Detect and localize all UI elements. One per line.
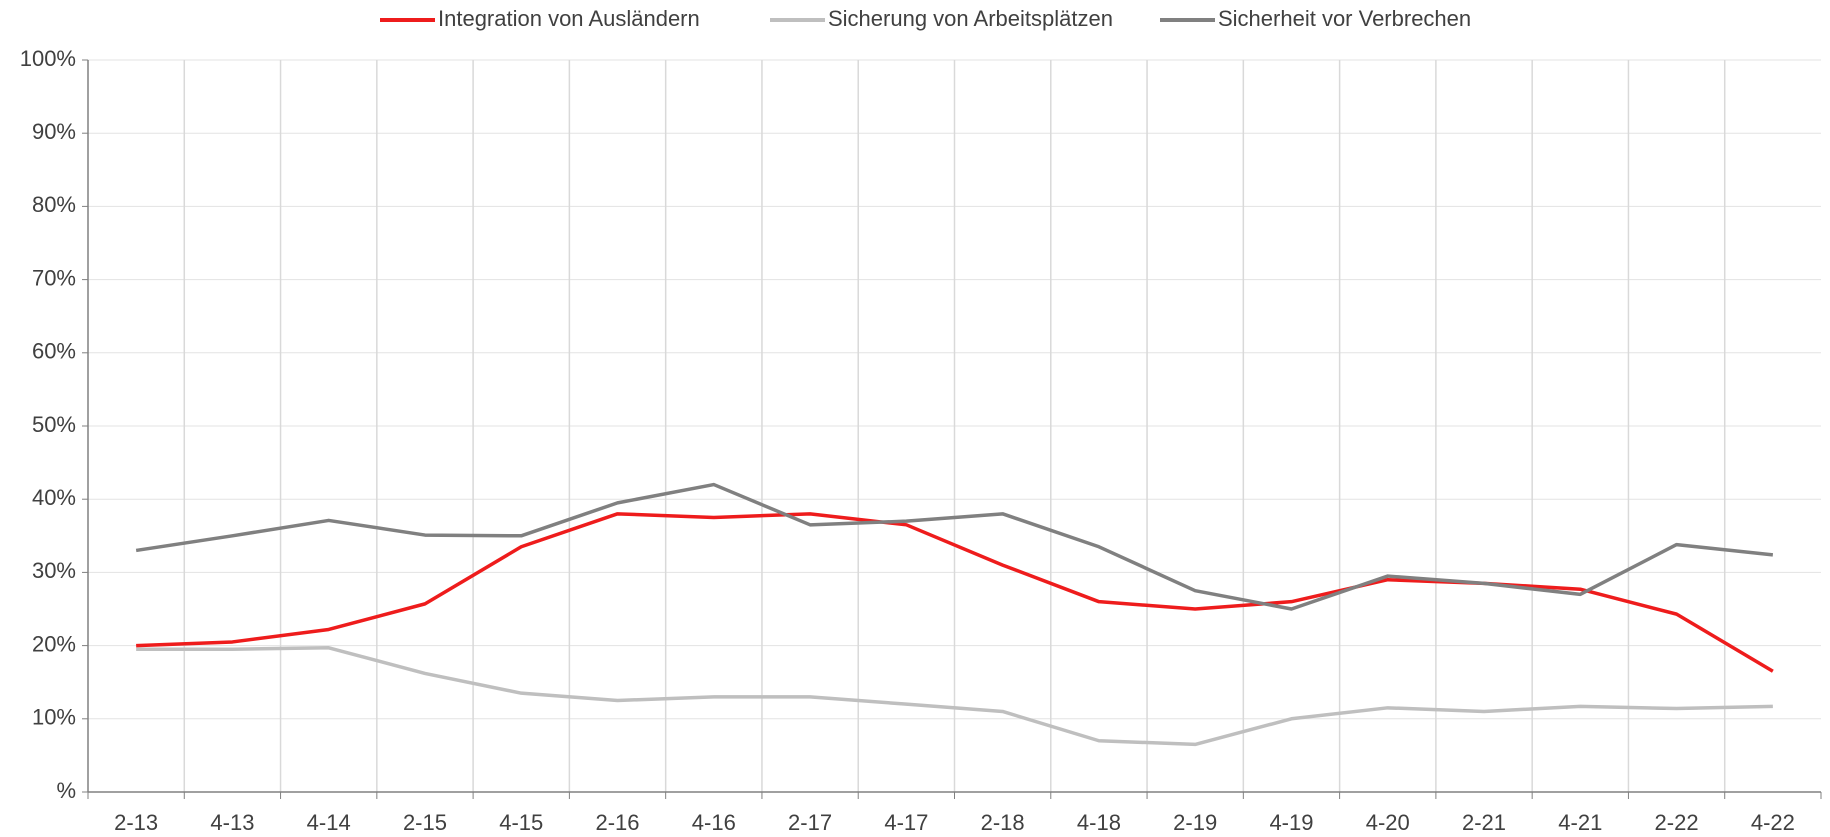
x-tick-label: 4-20 (1366, 810, 1410, 835)
x-tick-label: 4-14 (307, 810, 351, 835)
x-tick-label: 2-15 (403, 810, 447, 835)
x-tick-label: 2-22 (1655, 810, 1699, 835)
x-tick-label: 2-21 (1462, 810, 1506, 835)
y-tick-label: 70% (32, 265, 76, 290)
x-tick-label: 4-21 (1558, 810, 1602, 835)
x-tick-label: 4-18 (1077, 810, 1121, 835)
y-tick-label: 50% (32, 412, 76, 437)
y-tick-label: 30% (32, 558, 76, 583)
x-tick-label: 2-18 (981, 810, 1025, 835)
x-tick-label: 2-13 (114, 810, 158, 835)
x-tick-label: 2-19 (1173, 810, 1217, 835)
y-tick-label: 90% (32, 119, 76, 144)
legend-label: Sicherung von Arbeitsplätzen (828, 6, 1113, 31)
y-tick-label: 100% (20, 46, 76, 71)
series-line (136, 646, 1773, 747)
y-tick-label: 10% (32, 705, 76, 730)
x-tick-label: 4-16 (692, 810, 736, 835)
x-tick-label: 2-17 (788, 810, 832, 835)
legend-label: Integration von Ausländern (438, 6, 700, 31)
x-tick-label: 4-22 (1751, 810, 1795, 835)
y-tick-label: 80% (32, 192, 76, 217)
y-tick-label: 20% (32, 631, 76, 656)
series-line (135, 482, 1774, 611)
x-tick-label: 4-17 (884, 810, 928, 835)
x-tick-label: 4-19 (1269, 810, 1313, 835)
legend-label: Sicherheit vor Verbrechen (1218, 6, 1471, 31)
y-tick-label: 40% (32, 485, 76, 510)
x-tick-label: 4-15 (499, 810, 543, 835)
x-tick-label: 2-16 (596, 810, 640, 835)
y-tick-label: % (56, 778, 76, 803)
y-tick-label: 60% (32, 339, 76, 364)
x-tick-label: 4-13 (210, 810, 254, 835)
